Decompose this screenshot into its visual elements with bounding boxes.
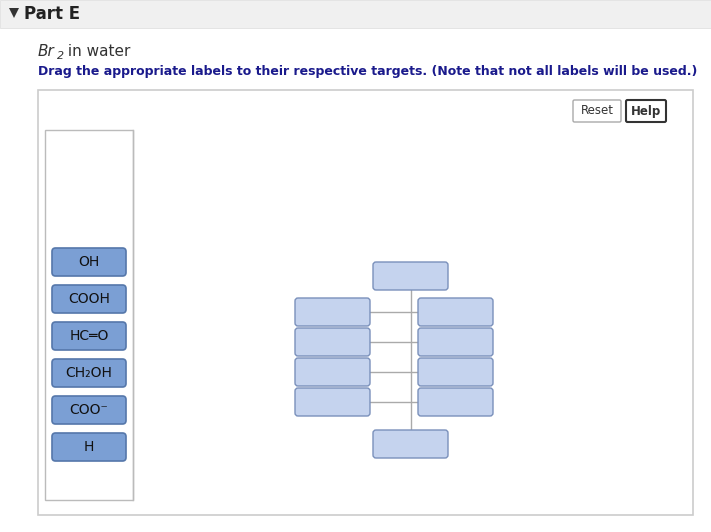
Text: Help: Help — [631, 104, 661, 118]
FancyBboxPatch shape — [52, 396, 126, 424]
FancyBboxPatch shape — [418, 298, 493, 326]
Bar — [45, 130, 133, 500]
FancyBboxPatch shape — [52, 433, 126, 461]
Bar — [0, 0, 711, 28]
FancyBboxPatch shape — [52, 285, 126, 313]
FancyBboxPatch shape — [373, 262, 448, 290]
FancyBboxPatch shape — [626, 100, 666, 122]
FancyBboxPatch shape — [418, 358, 493, 386]
Text: H: H — [84, 440, 94, 454]
FancyBboxPatch shape — [373, 430, 448, 458]
Text: Reset: Reset — [580, 104, 614, 118]
FancyBboxPatch shape — [418, 328, 493, 356]
Text: in water: in water — [63, 45, 130, 60]
FancyBboxPatch shape — [52, 322, 126, 350]
FancyBboxPatch shape — [295, 358, 370, 386]
Text: HC═O: HC═O — [69, 329, 109, 343]
FancyBboxPatch shape — [573, 100, 621, 122]
Text: Br: Br — [38, 45, 55, 60]
Text: Part E: Part E — [24, 5, 80, 23]
Bar — [38, 90, 693, 515]
Polygon shape — [9, 8, 19, 18]
FancyBboxPatch shape — [295, 328, 370, 356]
Text: COO⁻: COO⁻ — [70, 403, 109, 417]
Text: OH: OH — [78, 255, 100, 269]
Text: 2: 2 — [57, 51, 64, 61]
FancyBboxPatch shape — [295, 298, 370, 326]
Text: CH₂OH: CH₂OH — [65, 366, 112, 380]
Text: COOH: COOH — [68, 292, 110, 306]
Text: Drag the appropriate labels to their respective targets. (Note that not all labe: Drag the appropriate labels to their res… — [38, 65, 697, 79]
FancyBboxPatch shape — [52, 248, 126, 276]
FancyBboxPatch shape — [295, 388, 370, 416]
FancyBboxPatch shape — [418, 388, 493, 416]
FancyBboxPatch shape — [52, 359, 126, 387]
